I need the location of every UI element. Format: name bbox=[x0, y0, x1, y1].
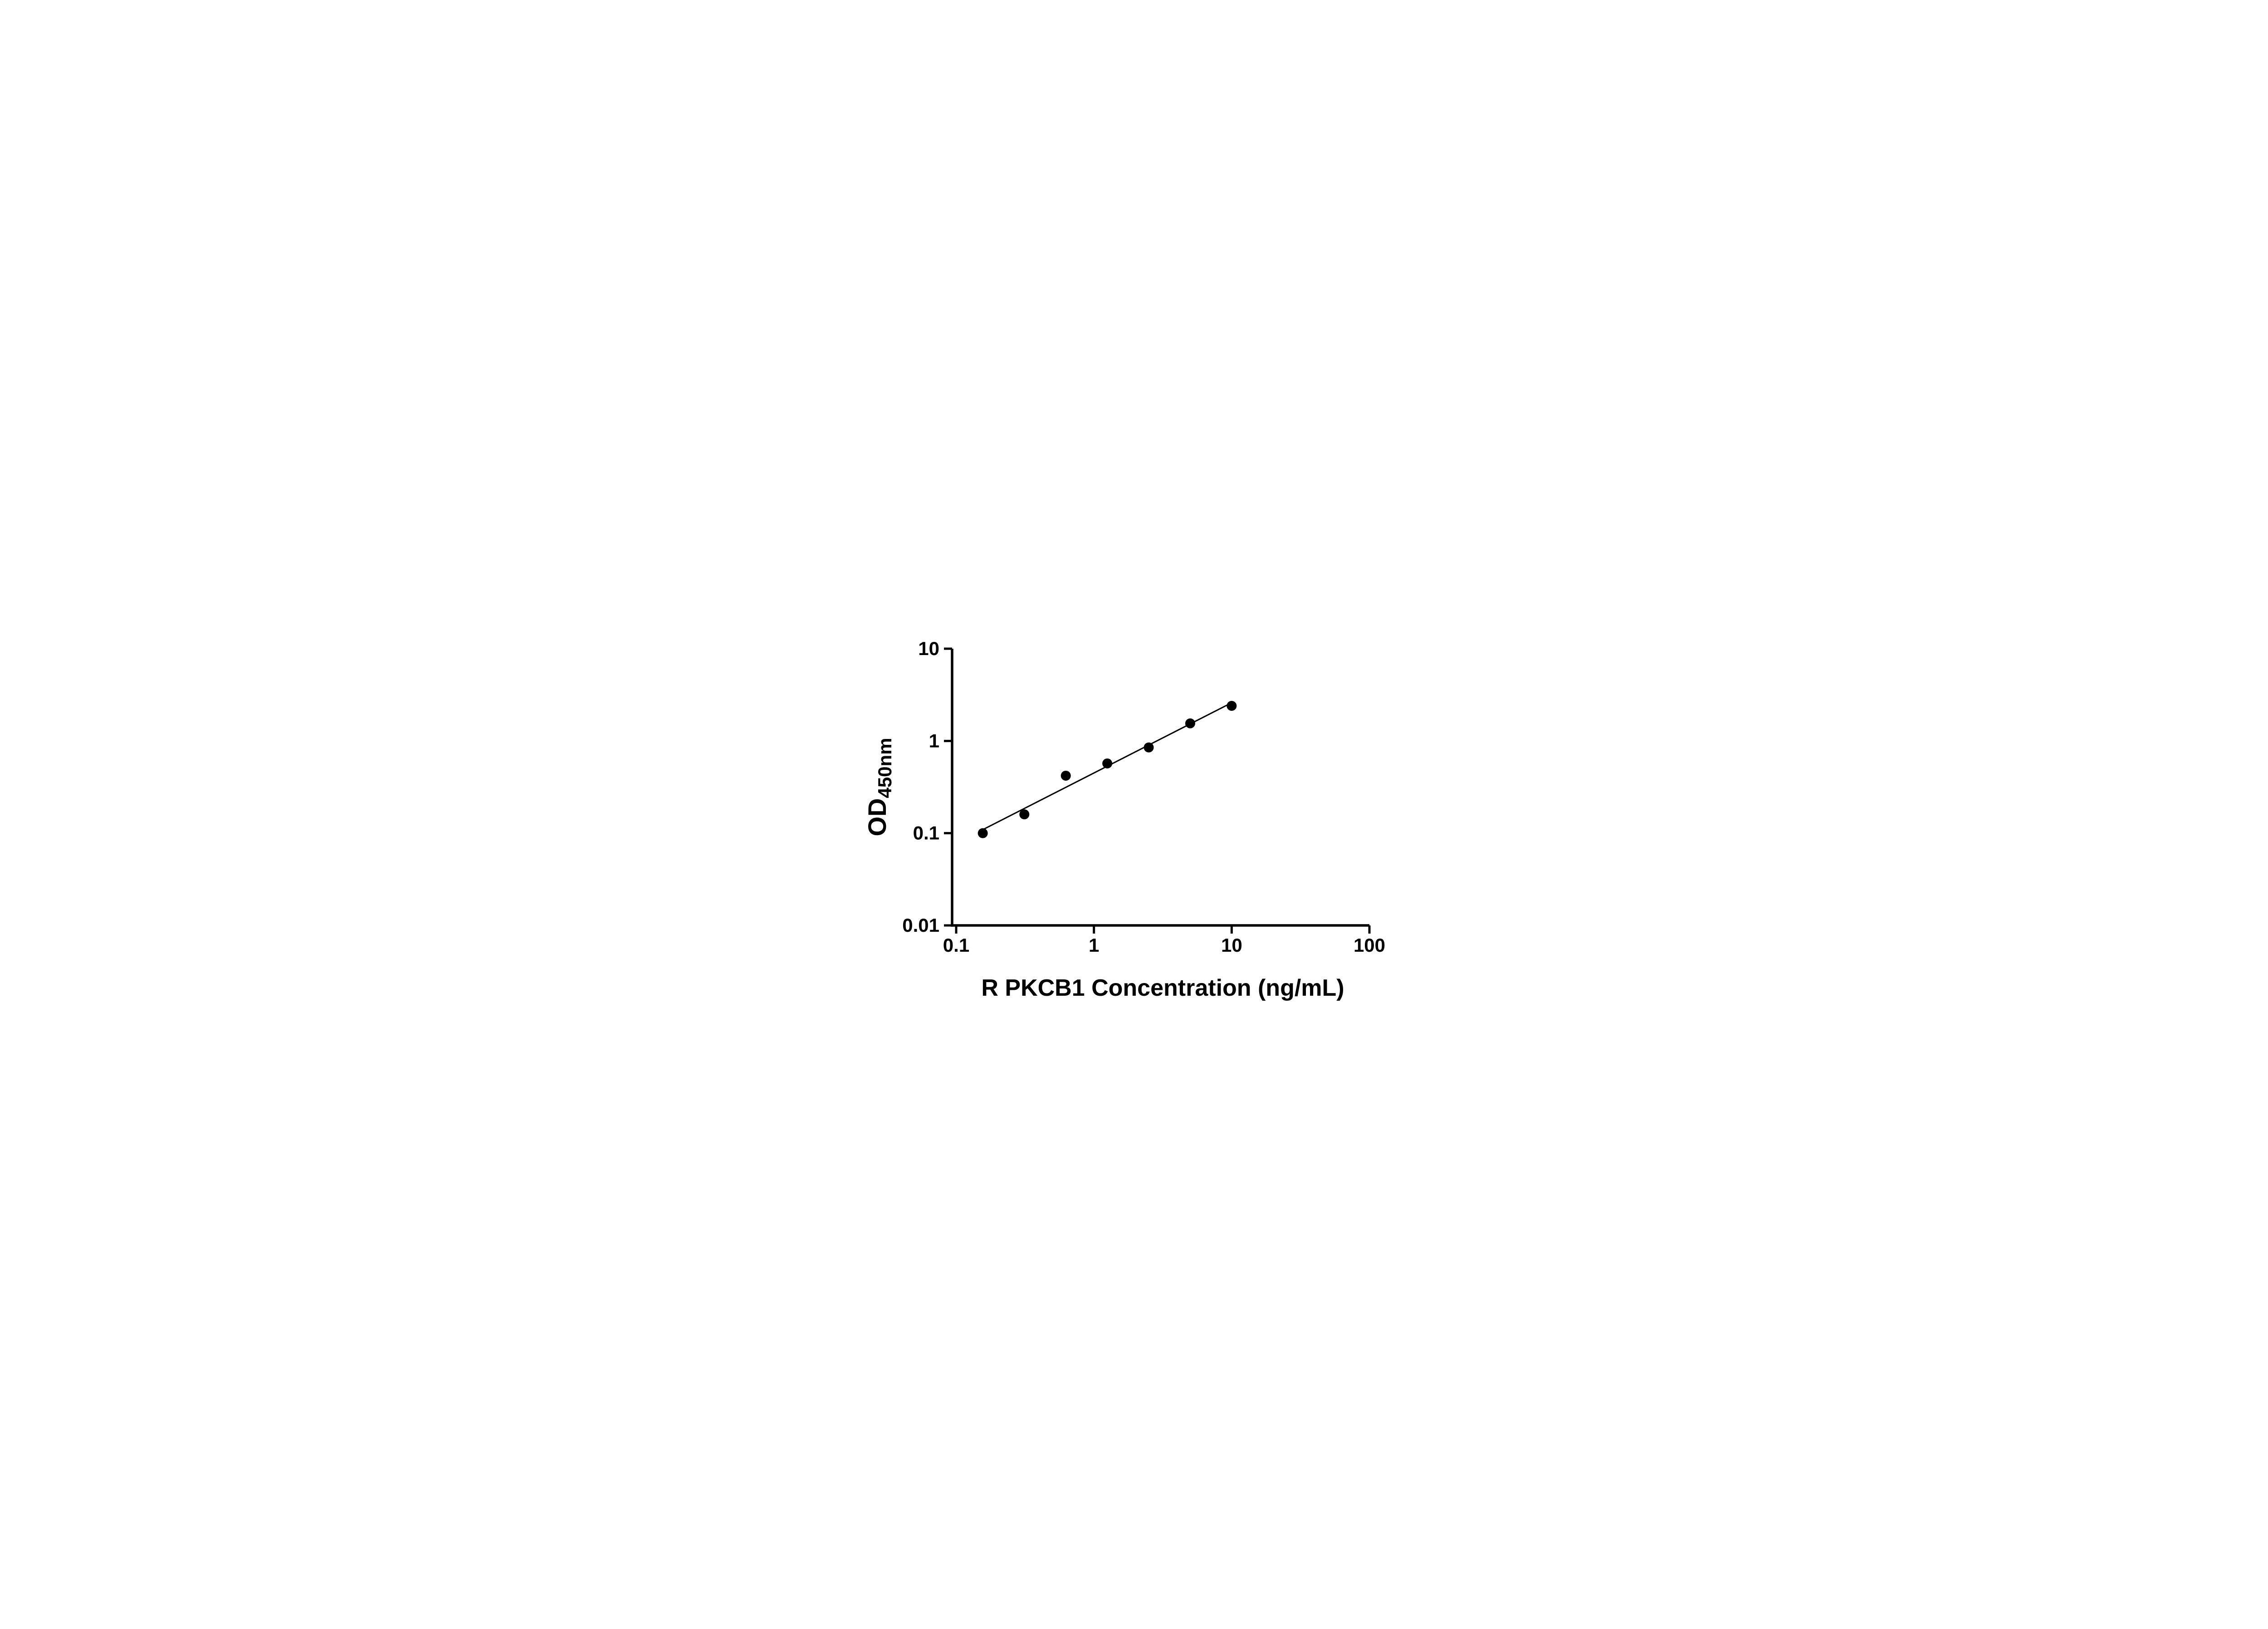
standard-curve-figure: 0.1 1 10 100 0.01 0.1 1 10 R PKCB1 Concentration… bbox=[842, 611, 1426, 1018]
x-axis-title: R PKCB1 Concentration (ng/mL) bbox=[981, 975, 1344, 1001]
data-point bbox=[1185, 718, 1195, 729]
y-axis-tick-label: 10 bbox=[918, 638, 939, 659]
x-axis-tick-label: 1 bbox=[1088, 934, 1099, 956]
y-axis-tick-label: 0.01 bbox=[902, 915, 939, 936]
data-point bbox=[1226, 700, 1237, 711]
y-axis-tick-label: 0.1 bbox=[913, 822, 939, 843]
data-point bbox=[1144, 742, 1154, 753]
data-point bbox=[1061, 770, 1071, 781]
x-axis-tick-label: 0.1 bbox=[943, 934, 969, 956]
data-point bbox=[1102, 758, 1112, 768]
x-axis-tick-label: 10 bbox=[1221, 934, 1242, 956]
data-point bbox=[978, 828, 988, 838]
y-axis-tick-label: 1 bbox=[929, 730, 939, 751]
y-axis-title: OD450nm bbox=[863, 738, 895, 836]
y-axis-title-main: OD bbox=[863, 798, 891, 836]
x-axis-tick-label: 100 bbox=[1353, 934, 1385, 956]
data-point bbox=[1019, 809, 1029, 819]
y-axis-title-subscript: 450nm bbox=[874, 738, 895, 798]
